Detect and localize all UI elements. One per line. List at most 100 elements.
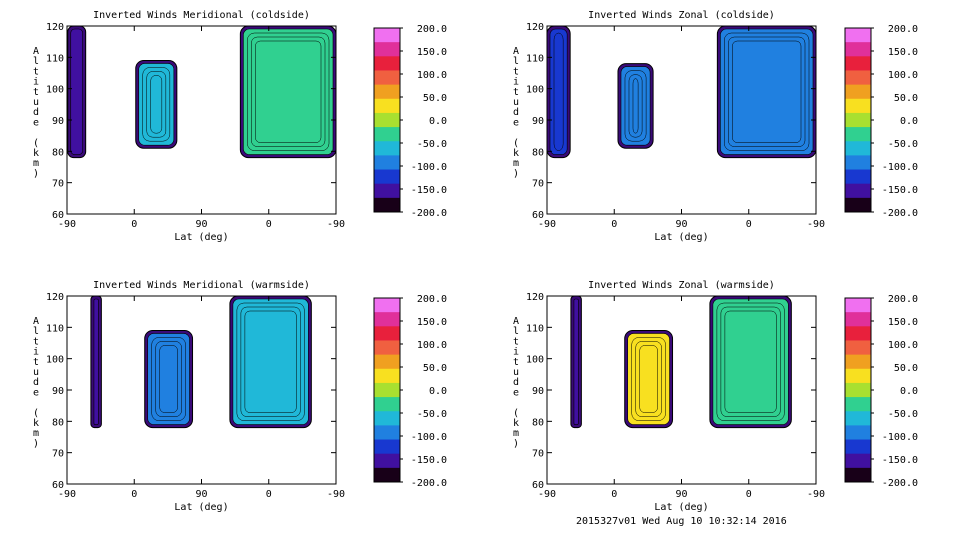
colorbar-tick-label: -200.0 xyxy=(411,208,447,219)
y-tick-label: 80 xyxy=(52,147,64,158)
colorbar-tick-label: 100.0 xyxy=(888,340,918,351)
colorbar-tick-label: -50.0 xyxy=(417,139,447,150)
y-tick-label: 100 xyxy=(46,355,64,366)
y-tick-label: 80 xyxy=(532,417,544,428)
colorbar-swatch xyxy=(845,169,871,185)
contour-fill xyxy=(720,28,814,155)
contour-line xyxy=(151,337,186,421)
colorbar-swatch xyxy=(845,354,871,370)
colorbar-swatch xyxy=(374,340,400,356)
x-tick-label: 0 xyxy=(746,489,752,500)
x-tick-label: 90 xyxy=(195,219,207,230)
contour-line xyxy=(159,345,178,413)
colorbar-swatch xyxy=(374,312,400,327)
colorbar-swatch xyxy=(845,425,871,441)
x-tick-label: 0 xyxy=(746,219,752,230)
colorbar-swatch xyxy=(845,112,871,128)
colorbar-tick-label: -150.0 xyxy=(411,185,447,196)
contour-fill xyxy=(712,298,789,425)
colorbar: 200.0 150.0 100.0 50.0 0.0 -50.0 -100.0 -150.0 -… xyxy=(844,294,918,489)
y-tick-label: 80 xyxy=(532,147,544,158)
colorbar-swatch xyxy=(845,127,871,142)
colorbar-swatch xyxy=(845,28,871,43)
colorbar-swatch xyxy=(374,326,400,341)
colorbar-swatch xyxy=(374,368,400,384)
contour-line xyxy=(247,32,330,151)
colorbar-swatch xyxy=(374,298,400,313)
y-tick-label: 90 xyxy=(52,386,64,397)
x-tick-label: 0 xyxy=(611,219,617,230)
colorbar-swatch xyxy=(845,312,871,327)
contour-line xyxy=(251,36,326,147)
colorbar-swatch xyxy=(845,397,871,412)
x-tick-label: -90 xyxy=(58,489,76,500)
colorbar-tick-label: -200.0 xyxy=(411,478,447,489)
x-axis-label: Lat (deg) xyxy=(654,502,708,513)
x-axis-label: Lat (deg) xyxy=(174,232,228,243)
colorbar-swatch xyxy=(374,42,400,57)
colorbar-tick-label: 50.0 xyxy=(423,363,447,374)
y-tick-label: 120 xyxy=(46,22,64,33)
contour-line xyxy=(146,71,167,138)
contour-line xyxy=(716,302,785,421)
colorbar-swatch xyxy=(374,411,400,426)
contour-fill xyxy=(147,333,190,425)
colorbar-tick-label: 50.0 xyxy=(894,93,918,104)
y-tick-label: 90 xyxy=(52,116,64,127)
colorbar-tick-label: -100.0 xyxy=(411,162,447,173)
colorbar-tick-label: -150.0 xyxy=(882,455,918,466)
colorbar-tick-label: -100.0 xyxy=(882,162,918,173)
colorbar-tick-label: 200.0 xyxy=(417,294,447,305)
colorbar-tick-label: 150.0 xyxy=(888,317,918,328)
y-tick-label: 60 xyxy=(52,480,64,491)
colorbar-swatch xyxy=(845,197,871,213)
contour-line xyxy=(728,36,806,147)
x-tick-label: 0 xyxy=(131,489,137,500)
colorbar-tick-label: 200.0 xyxy=(888,294,918,305)
y-tick-label: 90 xyxy=(532,386,544,397)
colorbar: 200.0 150.0 100.0 50.0 0.0 -50.0 -100.0 -150.0 -… xyxy=(844,24,918,219)
colorbar-swatch xyxy=(374,453,400,469)
colorbar-swatch xyxy=(845,453,871,469)
colorbar-swatch xyxy=(374,354,400,370)
colorbar-tick-label: -50.0 xyxy=(417,409,447,420)
colorbar-swatch xyxy=(845,141,871,156)
colorbar-swatch xyxy=(374,439,400,455)
colorbar-tick-label: -50.0 xyxy=(888,139,918,150)
colorbar-swatch xyxy=(374,56,400,71)
colorbar-swatch xyxy=(374,467,400,483)
colorbar-tick-label: 0.0 xyxy=(429,386,447,397)
colorbar-tick-label: 150.0 xyxy=(888,47,918,58)
contour-fill xyxy=(627,333,670,425)
y-tick-label: 120 xyxy=(526,22,544,33)
x-axis-label: Lat (deg) xyxy=(174,502,228,513)
x-tick-label: -90 xyxy=(538,219,556,230)
contour-line xyxy=(635,341,662,417)
y-tick-label: 100 xyxy=(526,355,544,366)
colorbar-swatch xyxy=(845,98,871,114)
contour-line xyxy=(155,341,182,417)
contour-fill xyxy=(549,28,568,155)
colorbar-tick-label: 100.0 xyxy=(417,340,447,351)
chart-title: Inverted Winds Zonal (coldside) xyxy=(588,10,775,21)
y-tick-label: 110 xyxy=(46,323,64,334)
contour-line xyxy=(732,40,802,143)
y-tick-label: 70 xyxy=(52,449,64,460)
contour-line xyxy=(720,306,781,417)
colorbar-swatch xyxy=(845,439,871,455)
colorbar-swatch xyxy=(374,70,400,86)
colorbar-swatch xyxy=(374,169,400,185)
colorbar-tick-label: 100.0 xyxy=(417,70,447,81)
colorbar-tick-label: 200.0 xyxy=(888,24,918,35)
colorbar-swatch xyxy=(845,368,871,384)
x-tick-label: 90 xyxy=(675,489,687,500)
y-tick-label: 110 xyxy=(526,53,544,64)
x-tick-label: 0 xyxy=(266,489,272,500)
y-tick-label: 80 xyxy=(52,417,64,428)
chart-panel: Inverted Winds Meridional (coldside) 60 70… xyxy=(33,10,447,243)
contour-fill xyxy=(620,66,651,146)
colorbar-swatch xyxy=(374,155,400,171)
